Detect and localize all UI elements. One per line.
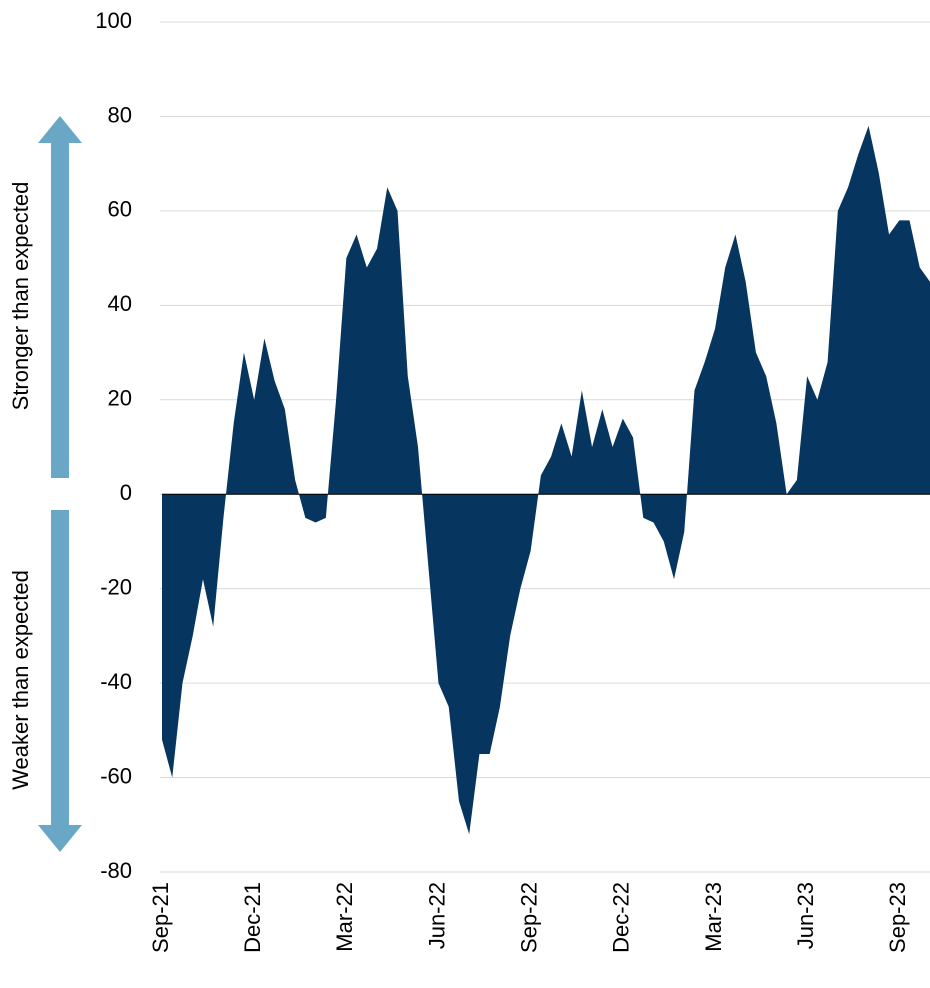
y-tick-label: 0 [120,480,132,505]
y-tick-label: -80 [100,858,132,883]
y-tick-label: -60 [100,763,132,788]
x-tick-label: Sep-22 [516,882,541,953]
y-tick-label: -20 [100,574,132,599]
x-tick-label: Dec-22 [609,882,634,953]
y-tick-label: 40 [108,291,132,316]
arrow-down [38,510,82,852]
y-tick-label: 80 [108,102,132,127]
y-tick-label: 60 [108,197,132,222]
x-tick-label: Mar-22 [332,882,357,952]
annotation: Stronger than expected [8,182,33,411]
x-tick-label: Dec-21 [240,882,265,953]
y-tick-label: -40 [100,669,132,694]
x-tick-label: Jun-22 [424,882,449,949]
x-tick-label: Mar-23 [701,882,726,952]
annotation: Weaker than expected [8,570,33,790]
y-tick-label: 100 [95,8,132,33]
arrow-up [38,116,82,478]
x-tick-label: Sep-23 [885,882,910,953]
area [162,125,930,835]
x-tick-label: Sep-21 [148,882,173,953]
y-tick-label: 20 [108,386,132,411]
x-tick-label: Jun-23 [793,882,818,949]
